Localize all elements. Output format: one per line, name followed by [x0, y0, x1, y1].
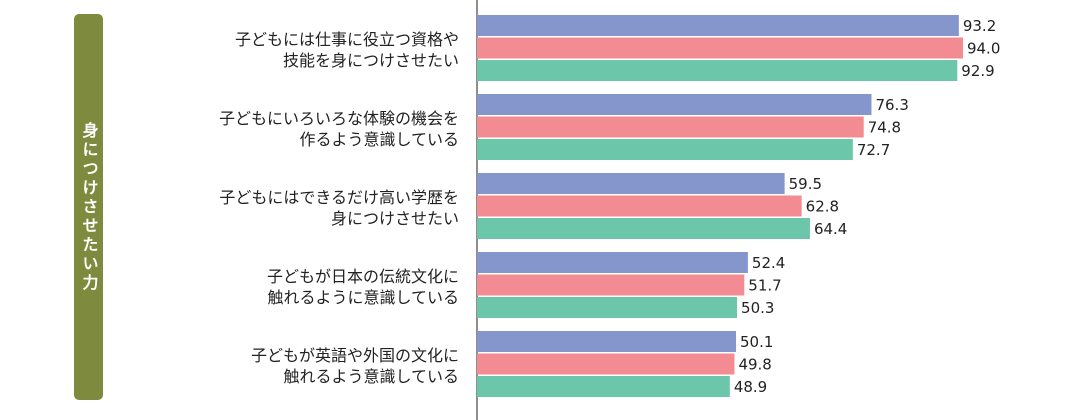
- category-label-line: 身につけさせたい: [331, 209, 459, 228]
- category-label-line: 子どもには仕事に役立つ資格や: [235, 30, 459, 49]
- value-label: 50.3: [741, 299, 774, 317]
- bar: [477, 139, 853, 160]
- bar: [477, 297, 738, 318]
- category-group-label: 身につけさせたい力: [74, 14, 103, 400]
- value-label: 62.8: [806, 198, 839, 216]
- value-label: 59.5: [789, 175, 822, 193]
- category-label: 子どもにはできるだけ高い学歴を身につけさせたい: [219, 188, 459, 228]
- value-label: 94.0: [967, 40, 1000, 58]
- value-label: 92.9: [961, 62, 994, 80]
- bar: [477, 173, 785, 194]
- bar: [477, 252, 748, 273]
- category-label-line: 子どもにいろいろな体験の機会を: [219, 109, 459, 128]
- category-label-line: 子どもにはできるだけ高い学歴を: [219, 188, 459, 207]
- category-label-line: 技能を身につけさせたい: [283, 51, 459, 70]
- category-label: 子どもにいろいろな体験の機会を作るよう意識している: [219, 109, 459, 149]
- value-label: 52.4: [752, 254, 785, 272]
- value-label: 64.4: [814, 220, 847, 238]
- category-label-line: 子どもが英語や外国の文化に: [251, 346, 459, 365]
- bar: [477, 274, 745, 296]
- value-label: 72.7: [857, 141, 890, 159]
- category-label: 子どもには仕事に役立つ資格や技能を身につけさせたい: [235, 30, 459, 70]
- category-label-line: 作るよう意識している: [299, 130, 459, 149]
- bar: [477, 116, 864, 138]
- category-label: 子どもが英語や外国の文化に触れるよう意識している: [251, 346, 459, 386]
- bar: [477, 376, 730, 397]
- value-label: 74.8: [868, 119, 901, 137]
- value-label: 48.9: [734, 378, 767, 396]
- bar: [477, 60, 958, 81]
- value-label: 50.1: [740, 333, 773, 351]
- category-label: 子どもが日本の伝統文化に触れるように意識している: [267, 267, 459, 307]
- value-label: 93.2: [963, 17, 996, 35]
- value-label: 51.7: [748, 277, 781, 295]
- value-label: 76.3: [875, 96, 908, 114]
- category-group-label-text: 身につけさせたい力: [79, 121, 99, 293]
- bar: [477, 94, 872, 115]
- bar: [477, 195, 802, 217]
- bar: [477, 15, 959, 36]
- category-label-line: 触れるよう意識している: [283, 367, 459, 386]
- bar: [477, 37, 963, 59]
- value-label: 49.8: [738, 356, 771, 374]
- bar: [477, 218, 810, 239]
- category-label-line: 触れるように意識している: [267, 288, 459, 307]
- category-label-line: 子どもが日本の伝統文化に: [267, 267, 459, 286]
- bar: [477, 331, 737, 352]
- bar: [477, 353, 735, 375]
